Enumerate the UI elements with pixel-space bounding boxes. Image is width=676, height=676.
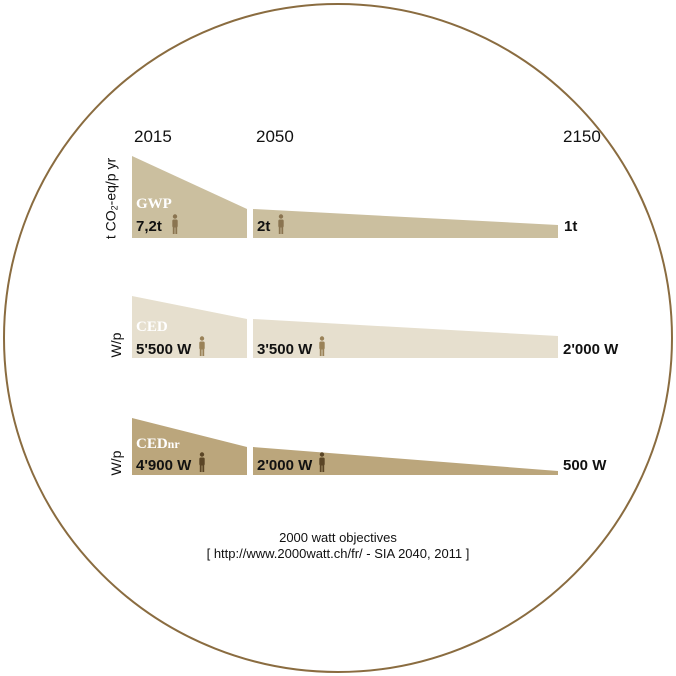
gwp-tag: GWP	[136, 196, 172, 212]
year-2015: 2015	[134, 127, 172, 146]
cednr-shape-2015-2050	[132, 418, 247, 475]
ced-tag: CED	[136, 319, 168, 335]
person-icon	[319, 336, 325, 356]
cednr-value-2150: 500 W	[563, 457, 607, 474]
cednr-value-2050: 2'000 W	[257, 457, 313, 474]
ced-value-2150: 2'000 W	[563, 341, 619, 358]
gwp-shape-2015-2050	[132, 156, 247, 238]
caption-source: [ http://www.2000watt.ch/fr/ - SIA 2040,…	[206, 546, 470, 561]
ced-shape-2050-2150	[253, 319, 558, 358]
person-icon	[278, 214, 284, 234]
cednr-tag: CEDnr	[136, 436, 180, 452]
cednr-shape-2050-2150	[253, 447, 558, 475]
ced-value-2050: 3'500 W	[257, 341, 313, 358]
person-icon	[319, 452, 325, 472]
person-icon	[172, 214, 178, 234]
caption-title: 2000 watt objectives	[279, 530, 397, 545]
gwp-value-2015: 7,2t	[136, 218, 162, 235]
circle-border	[3, 3, 673, 673]
person-icon	[199, 336, 205, 356]
gwp-axis-label: t CO2-eq/p yr	[102, 157, 120, 240]
year-2050: 2050	[256, 127, 294, 146]
year-2150: 2150	[563, 127, 601, 146]
cednr-axis-label: W/p	[108, 450, 124, 476]
person-icon	[199, 452, 205, 472]
cednr-value-2015: 4'900 W	[136, 457, 192, 474]
gwp-shape-2050-2150	[253, 209, 558, 238]
ced-axis-label: W/p	[108, 332, 124, 358]
ced-shape-2015-2050	[132, 296, 247, 358]
gwp-value-2050: 2t	[257, 218, 271, 235]
ced-value-2015: 5'500 W	[136, 341, 192, 358]
gwp-value-2150: 1t	[564, 218, 578, 235]
